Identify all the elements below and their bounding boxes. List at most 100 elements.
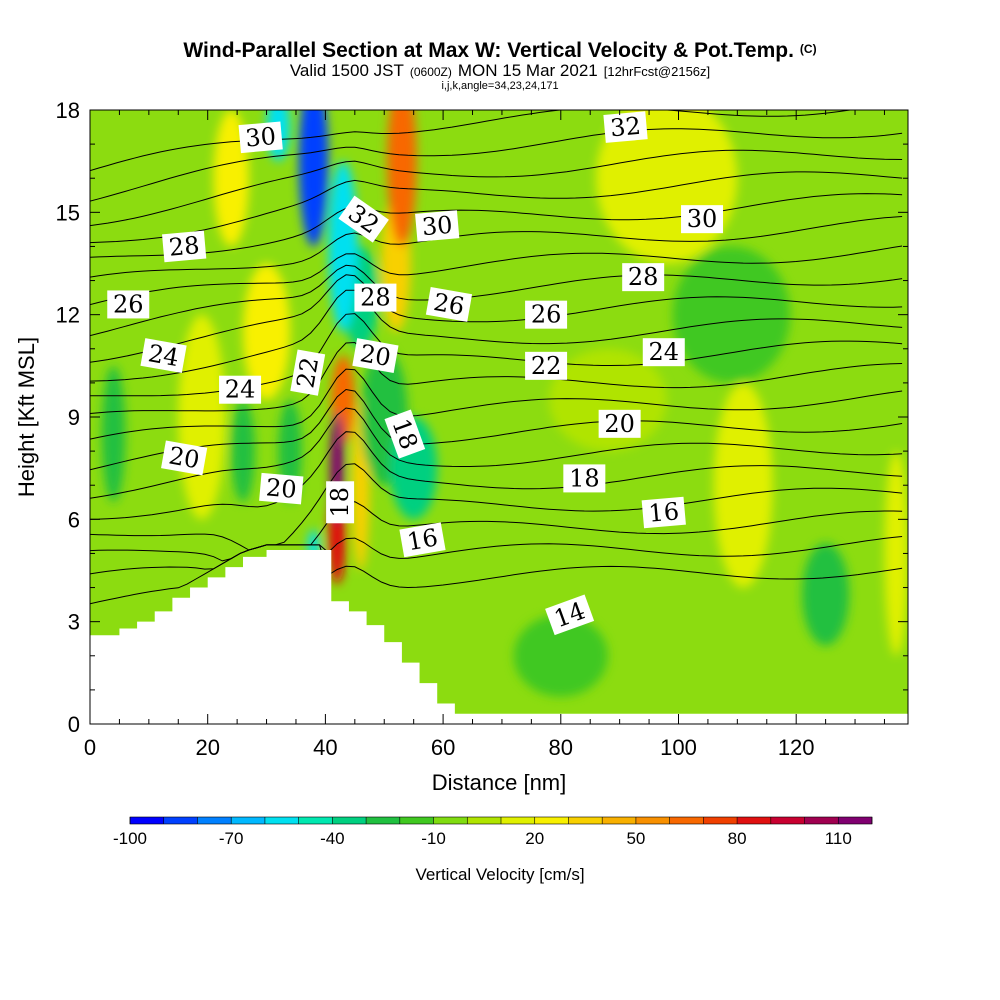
contour-label-box	[352, 338, 399, 374]
contour-label-box	[384, 409, 426, 459]
contour-label: 28	[622, 263, 665, 292]
contour-label-box	[415, 210, 460, 242]
y-tick-label: 0	[68, 712, 80, 737]
colorbar-swatch	[838, 817, 872, 824]
colorbar-swatch	[737, 817, 771, 824]
theta-contour	[90, 264, 903, 337]
contour-label-text: 22	[531, 352, 562, 380]
contour-label-text: 24	[225, 376, 256, 404]
colorbar-swatch	[467, 817, 501, 824]
colorbar-tick-label: 80	[728, 829, 747, 848]
contour-label: 28	[162, 230, 207, 263]
y-tick-label: 12	[56, 303, 80, 328]
chart-title: Wind-Parallel Section at Max W: Vertical…	[183, 39, 816, 62]
velocity-cell	[243, 263, 291, 400]
contour-label: 24	[642, 338, 685, 367]
contour-label-text: 26	[432, 288, 467, 321]
colorbar-swatch	[501, 817, 535, 824]
contour-label-text: 20	[604, 410, 635, 438]
contour-label-box	[354, 283, 397, 312]
theta-contour	[90, 289, 903, 382]
contour-label-box	[598, 409, 641, 438]
contour-label-text: 20	[358, 339, 393, 372]
contour-label-box	[326, 481, 355, 524]
contour-label-text: 16	[405, 523, 440, 556]
contour-label: 16	[399, 522, 446, 558]
y-axis-label: Height [Kft MSL]	[14, 337, 39, 497]
contour-label-text: 26	[531, 301, 562, 329]
contour-label-text: 22	[291, 355, 324, 390]
contour-label: 22	[525, 351, 568, 380]
colorbar: -100 -70 -40 -10 20 50 80 110	[113, 816, 873, 848]
theta-contour	[90, 407, 903, 499]
x-tick-label: 0	[84, 735, 96, 760]
contour-label-box	[161, 440, 208, 476]
contour-label: 30	[415, 210, 460, 242]
contour-label: 26	[107, 290, 150, 319]
contour-label-text: 20	[167, 441, 202, 474]
colorbar-tick-label: -100	[113, 829, 147, 848]
contour-label-text: 28	[168, 231, 201, 262]
x-tick-label: 80	[549, 735, 573, 760]
colorbar-tick-label: -10	[421, 829, 446, 848]
contour-label-text: 20	[265, 473, 298, 504]
theta-contours	[90, 110, 903, 605]
theta-contour	[90, 171, 903, 244]
contour-label-text: 28	[360, 284, 391, 312]
x-tick-label: 120	[778, 735, 815, 760]
contour-label: 26	[525, 300, 568, 329]
contour-label-box	[238, 121, 283, 154]
colorbar-tick-label: 20	[525, 829, 544, 848]
theta-contour	[90, 536, 903, 575]
contour-label: 20	[352, 338, 399, 374]
contour-label-box	[642, 338, 685, 367]
x-tick-label: 20	[195, 735, 219, 760]
contour-label: 20	[161, 440, 208, 476]
velocity-cell	[713, 382, 773, 588]
x-tick-label: 60	[431, 735, 455, 760]
contour-label-text: 16	[647, 497, 680, 528]
theta-contour	[90, 341, 903, 414]
contour-label: 24	[140, 338, 187, 374]
contour-label-box	[425, 286, 473, 322]
x-tick-label: 100	[660, 735, 697, 760]
colorbar-swatch	[804, 817, 839, 824]
contour-label-box	[545, 594, 595, 636]
chart-subtitle: Valid 1500 JST (0600Z) MON 15 Mar 2021 [12h…	[290, 61, 710, 80]
contour-label-text: 24	[146, 339, 181, 372]
velocity-field	[101, 110, 908, 697]
colorbar-swatch	[332, 817, 367, 824]
velocity-cell	[328, 161, 358, 332]
title-mark: (C)	[800, 42, 817, 56]
theta-contour	[90, 128, 903, 202]
colorbar-label: Vertical Velocity [cm/s]	[415, 865, 584, 884]
y-tick-label: 15	[56, 200, 80, 225]
contour-label: 22	[290, 349, 326, 396]
contour-label-box	[338, 195, 389, 243]
contour-label-box	[399, 522, 446, 558]
contour-label-box	[563, 464, 606, 493]
velocity-cell	[884, 451, 908, 656]
colorbar-swatch	[399, 817, 434, 824]
velocity-cell	[231, 399, 255, 503]
contour-label-text: 32	[609, 112, 642, 143]
theta-contour	[90, 110, 854, 172]
contour-label-box	[641, 496, 686, 529]
y-tick-label: 9	[68, 405, 80, 430]
y-axis: 0 3 6 9 12 15 18	[56, 98, 908, 737]
theta-contour	[90, 501, 903, 562]
terrain-mask	[90, 550, 908, 724]
contour-label: 24	[219, 375, 262, 404]
contour-label: 30	[681, 205, 724, 234]
colorbar-tick-label: -40	[320, 829, 345, 848]
contour-label-box	[603, 111, 648, 143]
contour-label-box	[622, 263, 665, 292]
colorbar-swatch	[366, 817, 400, 824]
colorbar-swatch	[130, 817, 164, 824]
contour-label-text: 30	[421, 211, 454, 242]
contour-label: 20	[259, 472, 304, 505]
theta-contour	[90, 149, 903, 227]
colorbar-swatch	[231, 817, 265, 824]
